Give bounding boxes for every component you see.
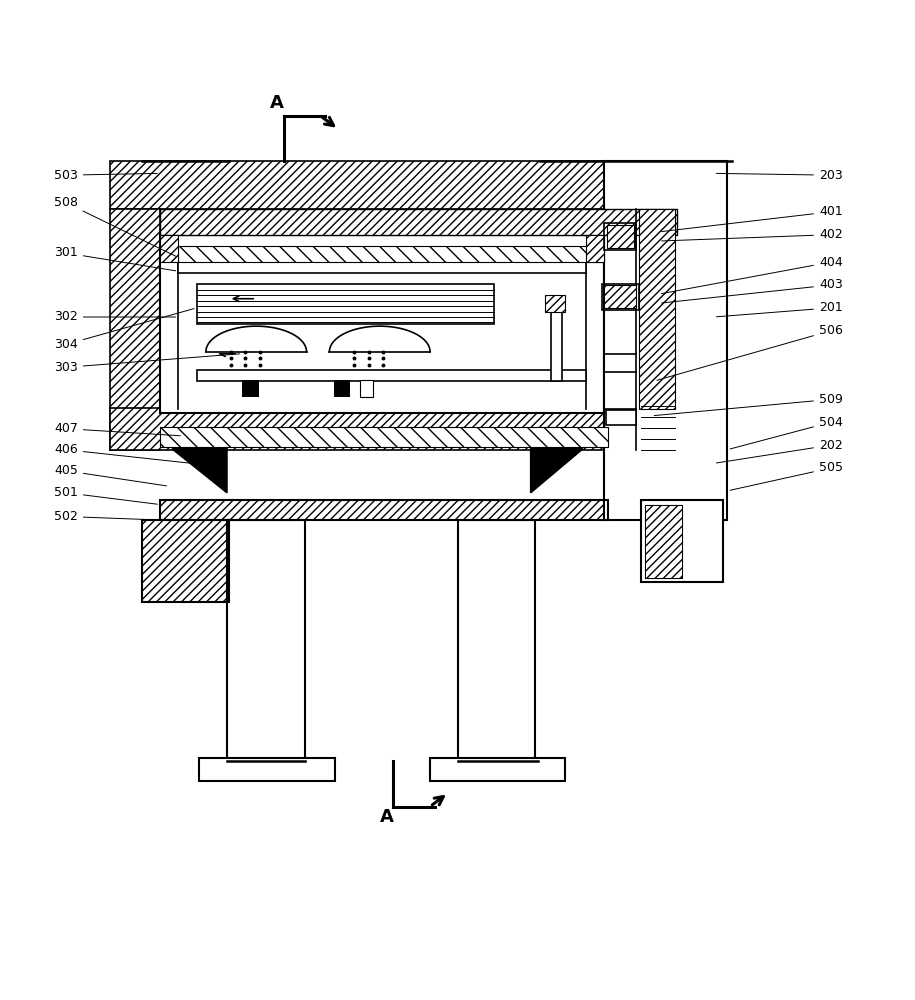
Bar: [110, 161, 677, 209]
Text: 405: 405: [54, 464, 167, 486]
Polygon shape: [531, 449, 583, 493]
Bar: [160, 235, 604, 413]
Text: 504: 504: [730, 416, 843, 449]
Bar: [360, 380, 373, 397]
Text: 404: 404: [662, 256, 843, 294]
Bar: [606, 410, 636, 425]
Polygon shape: [172, 449, 227, 493]
Text: 303: 303: [54, 354, 240, 374]
Text: 301: 301: [54, 246, 176, 271]
Bar: [197, 370, 586, 381]
Bar: [160, 500, 608, 520]
Bar: [639, 209, 675, 408]
Polygon shape: [329, 326, 430, 352]
Polygon shape: [206, 326, 307, 352]
Text: 505: 505: [730, 461, 843, 490]
Bar: [640, 500, 723, 582]
Bar: [458, 520, 535, 761]
Text: 201: 201: [716, 301, 843, 317]
Bar: [551, 308, 562, 381]
Bar: [178, 246, 604, 262]
Bar: [227, 520, 305, 761]
Text: 503: 503: [54, 169, 157, 182]
Bar: [334, 380, 350, 397]
Bar: [602, 284, 639, 310]
Bar: [645, 505, 682, 578]
Bar: [607, 226, 634, 248]
Bar: [110, 408, 727, 450]
Bar: [199, 758, 335, 781]
Bar: [142, 520, 229, 602]
Bar: [430, 758, 565, 781]
Bar: [160, 209, 677, 235]
Text: 202: 202: [716, 439, 843, 463]
Bar: [604, 285, 636, 308]
Text: 203: 203: [716, 169, 843, 182]
Bar: [160, 500, 608, 520]
Text: 506: 506: [657, 324, 843, 380]
Text: 502: 502: [54, 510, 160, 523]
Bar: [677, 161, 727, 209]
Bar: [604, 223, 636, 250]
Bar: [677, 209, 727, 450]
Bar: [604, 161, 727, 520]
Text: 501: 501: [54, 486, 157, 504]
Bar: [197, 284, 494, 324]
Bar: [586, 235, 604, 262]
Bar: [545, 295, 565, 312]
Text: 509: 509: [654, 393, 843, 416]
Bar: [110, 209, 160, 450]
Bar: [242, 380, 259, 397]
Text: 402: 402: [662, 228, 843, 241]
Text: 403: 403: [662, 278, 843, 303]
Text: 407: 407: [54, 422, 180, 436]
Bar: [160, 427, 608, 447]
Text: A: A: [380, 808, 393, 826]
Text: 406: 406: [54, 443, 189, 463]
Text: 401: 401: [662, 205, 843, 232]
Text: A: A: [270, 94, 284, 112]
Text: 304: 304: [54, 309, 194, 351]
Bar: [645, 505, 682, 578]
Text: 302: 302: [54, 310, 176, 324]
Bar: [178, 262, 586, 273]
Bar: [142, 520, 229, 602]
Bar: [160, 235, 178, 262]
Text: 508: 508: [54, 196, 176, 256]
